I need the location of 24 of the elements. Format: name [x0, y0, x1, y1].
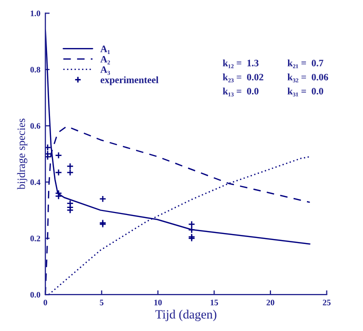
x-tick-label: 25: [322, 300, 331, 306]
x-tick-label: 10: [154, 300, 162, 306]
legend-label: A₁: [100, 46, 110, 54]
y-tick-label: 0.4: [30, 179, 40, 186]
annotation: k₂₁ = 0.7: [288, 59, 324, 68]
x-tick-label: 15: [210, 300, 218, 306]
annotation: k₁₂ = 1.3: [222, 59, 258, 68]
annotation: k₃₁ = 0.0: [288, 88, 324, 96]
annotation: k₂₃ = 0.02: [222, 74, 264, 82]
annotation: k₁₃ = 0.0: [222, 88, 258, 96]
x-tick-label: 20: [266, 300, 274, 306]
legend-label: experimenteel: [100, 76, 158, 86]
legend-label: A₃: [100, 66, 110, 75]
y-tick-label: 0.8: [30, 66, 40, 73]
legend-label: A₂: [100, 56, 110, 64]
x-tick-label: 5: [100, 300, 104, 306]
y-tick-label: 0.2: [30, 236, 40, 242]
y-tick-label: 0.6: [30, 123, 40, 129]
x-axis-title: Tijd (dagen): [155, 310, 216, 322]
y-tick-label: 0.0: [30, 292, 40, 298]
annotation: k₃₂ = 0.06: [288, 74, 328, 82]
x-tick-label: 0: [44, 300, 48, 306]
y-axis-title: bijdrage species: [17, 118, 28, 190]
y-tick-label: 1.0: [30, 10, 40, 16]
